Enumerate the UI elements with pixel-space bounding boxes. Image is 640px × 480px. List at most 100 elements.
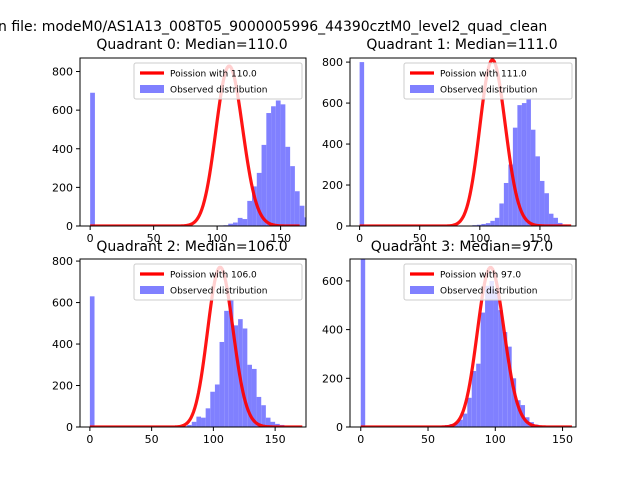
histogram-bar <box>205 408 211 427</box>
histogram-bar <box>485 223 491 226</box>
histogram-bar <box>539 180 545 226</box>
x-tick-label: 0 <box>356 232 363 245</box>
y-tick-label: 400 <box>322 324 343 337</box>
panel-title: Quadrant 2: Median=106.0 <box>96 239 287 255</box>
x-tick-label: 150 <box>270 232 291 245</box>
histogram-bar <box>462 413 468 427</box>
panel-1: 0 50 100 150 0 200 400 600 800 Poission with 111.… <box>322 37 577 245</box>
histogram-bar <box>290 166 295 226</box>
histogram-bar <box>516 400 521 427</box>
y-tick-label: 0 <box>336 421 343 434</box>
histogram-bar <box>228 223 233 226</box>
y-tick-label: 800 <box>52 255 73 268</box>
histogram-bar <box>314 224 319 226</box>
legend: Poission with 111.0 Observed distribution <box>403 62 573 100</box>
histogram-bar <box>490 220 495 226</box>
histogram-bar <box>360 259 366 427</box>
histogram-bar <box>480 312 486 427</box>
histogram-bar <box>224 310 229 427</box>
legend: Poission with 97.0 Observed distribution <box>403 263 573 301</box>
y-tick-label: 0 <box>66 421 73 434</box>
histogram-bar <box>485 285 490 427</box>
x-tick-label: 50 <box>145 433 159 446</box>
histogram-bar <box>285 146 291 226</box>
axes-frame <box>79 258 307 428</box>
histogram-bar <box>299 205 305 226</box>
poisson-curve <box>89 64 300 226</box>
legend-label: Observed distribution <box>170 287 267 297</box>
histogram-bar <box>251 368 257 427</box>
histogram-bar <box>548 213 554 226</box>
legend-bar-swatch <box>140 286 164 294</box>
legend: Poission with 110.0 Observed distribution <box>133 62 303 100</box>
y-tick-label: 200 <box>52 380 73 393</box>
histogram-bar <box>280 104 286 226</box>
y-tick-label: 400 <box>52 338 73 351</box>
panel-title: Quadrant 0: Median=110.0 <box>96 37 287 53</box>
histogram-bar <box>493 290 499 427</box>
x-tick-label: 100 <box>469 232 490 245</box>
legend-label: Observed distribution <box>440 287 537 297</box>
y-tick-label: 0 <box>336 220 343 233</box>
histogram-bar <box>359 62 365 226</box>
histogram-bar <box>553 217 558 226</box>
histogram-bar <box>191 421 197 427</box>
histogram-bar <box>242 328 248 427</box>
histogram-bar <box>544 193 549 226</box>
y-tick-label: 400 <box>52 143 73 156</box>
legend-bar-swatch <box>410 85 434 93</box>
histogram-bar <box>508 164 513 226</box>
histogram-bar <box>304 217 306 226</box>
y-tick-label: 800 <box>52 66 73 79</box>
histogram-bar <box>275 100 281 226</box>
y-tick-label: 200 <box>52 181 73 194</box>
legend-label: Poission with 97.0 <box>440 271 521 281</box>
legend: Poission with 106.0 Observed distribution <box>133 263 303 301</box>
histogram-bar <box>232 222 238 226</box>
histogram-bar <box>201 417 206 427</box>
poisson-curve <box>360 265 573 427</box>
histogram-bar <box>252 186 257 226</box>
histogram-bar <box>270 421 276 427</box>
histogram-bar <box>498 310 503 427</box>
histogram-bar <box>489 280 494 427</box>
histogram-bar <box>196 416 202 427</box>
legend-bar-swatch <box>140 85 164 93</box>
histogram-bar <box>247 364 252 427</box>
legend-label: Poission with 106.0 <box>170 271 257 281</box>
histogram-bar <box>511 378 517 427</box>
histogram-bar <box>521 103 527 226</box>
histogram-bar <box>89 296 95 427</box>
histogram-bar <box>458 419 463 427</box>
x-tick-label: 50 <box>421 433 435 446</box>
legend-label: Observed distribution <box>440 86 537 96</box>
x-tick-label: 150 <box>265 433 286 446</box>
figure-suptitle: n file: modeM0/AS1A13_008T05_9000005996_… <box>0 19 547 35</box>
panel-0: 0 50 100 150 0 200 400 600 800 Poission with 110.… <box>52 37 324 245</box>
histogram-bar <box>90 92 95 226</box>
histogram-bar <box>265 417 271 427</box>
histogram-bar <box>271 106 276 226</box>
histogram-bar <box>187 424 192 427</box>
x-tick-label: 0 <box>87 232 94 245</box>
histogram-bar <box>481 223 486 226</box>
histogram-bar <box>517 105 522 226</box>
legend-bar-swatch <box>410 286 434 294</box>
histogram-bar <box>242 219 248 226</box>
x-tick-label: 100 <box>203 433 224 446</box>
x-tick-label: 0 <box>86 433 93 446</box>
histogram-bar <box>219 341 225 427</box>
x-tick-label: 0 <box>357 433 364 446</box>
histogram-bar <box>266 113 272 226</box>
histogram-bar <box>247 200 253 226</box>
histogram-bar <box>476 363 481 427</box>
histogram-bar <box>261 144 267 226</box>
y-tick-label: 600 <box>52 297 73 310</box>
y-tick-label: 600 <box>52 104 73 117</box>
histogram-bar <box>499 203 504 226</box>
panel-2: 0 50 100 150 0 200 400 600 800 Poission with 106.… <box>52 239 307 446</box>
histogram-bar <box>535 156 540 226</box>
histogram-bar <box>319 225 324 226</box>
y-tick-label: 800 <box>322 56 343 69</box>
